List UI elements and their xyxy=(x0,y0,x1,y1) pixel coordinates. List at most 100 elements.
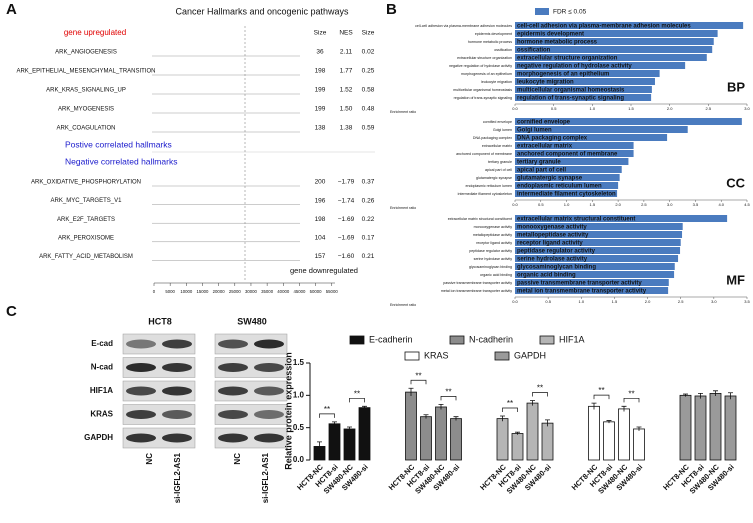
gsea-title: Cancer Hallmarks and oncogenic pathways xyxy=(175,6,349,16)
bar-label: tertiary granule xyxy=(517,160,561,166)
x-tick-label: 45000 xyxy=(293,289,306,294)
lane-label: NC xyxy=(233,453,242,465)
significance-bracket xyxy=(440,396,457,401)
significance-label: ** xyxy=(598,386,604,395)
category-label: receptor ligand activity xyxy=(476,241,512,245)
category-label: peptidase regulator activity xyxy=(469,249,512,253)
category-label: intermediate filament cytoskeleton xyxy=(458,192,512,196)
bar xyxy=(515,46,713,53)
blot-strip xyxy=(122,380,196,402)
x-tick-label: 0.0 xyxy=(512,202,518,207)
bar-label: extracellular matrix xyxy=(517,144,573,150)
table-value: 198 xyxy=(315,216,326,223)
chart-title: MF xyxy=(726,272,745,287)
y-tick-label: 0.5 xyxy=(293,423,305,432)
legend-swatch xyxy=(539,335,555,345)
bar xyxy=(515,215,728,222)
bar xyxy=(541,422,554,461)
column-header: NES xyxy=(339,30,353,37)
blot-strip xyxy=(214,333,288,355)
category-label: ossification xyxy=(494,48,512,52)
x-tick-label: 0 xyxy=(153,289,156,294)
x-tick-label: 4.5 xyxy=(744,202,750,207)
bar xyxy=(515,231,683,238)
bar xyxy=(515,182,619,189)
category-label: leukocyte migration xyxy=(481,80,512,84)
legend-label: FDR ≤ 0.05 xyxy=(553,9,587,16)
table-value: 0.21 xyxy=(362,253,375,260)
category-label: regulation of trans-synaptic signaling xyxy=(454,96,512,100)
bar-label: metallopeptidase activity xyxy=(517,233,589,239)
error-bar xyxy=(636,426,642,431)
bar-label: hormone metabolic process xyxy=(517,40,598,46)
band xyxy=(218,363,248,372)
down-label: gene downregulated xyxy=(290,266,358,275)
band xyxy=(254,363,284,372)
category-label: hormone metabolic process xyxy=(468,40,512,44)
x-tick-label: 0.5 xyxy=(551,106,557,111)
axis-label: Enrichment ratio xyxy=(390,110,416,114)
bar xyxy=(515,70,660,77)
error-bar xyxy=(500,415,505,422)
table-value: 157 xyxy=(315,253,326,260)
band xyxy=(162,410,192,419)
table-value: −1.69 xyxy=(338,235,355,242)
category-label: extracellular matrix xyxy=(482,144,512,148)
band xyxy=(218,410,248,419)
bar-label: endoplasmic reticulum lumen xyxy=(517,184,602,190)
category-label: glutamatergic synapse xyxy=(476,176,512,180)
bar xyxy=(515,38,714,45)
bar xyxy=(515,174,620,181)
bar-label: anchored component of membrane xyxy=(517,152,618,158)
bar-label: regulation of trans-synaptic signaling xyxy=(517,96,624,102)
table-value: 1.50 xyxy=(340,106,353,113)
table-value: 0.17 xyxy=(362,235,375,242)
error-bar xyxy=(332,421,337,426)
error-bar xyxy=(698,392,703,399)
bar-label: monooxygenase activity xyxy=(517,225,587,231)
table-value: 0.26 xyxy=(362,197,375,204)
significance-bracket xyxy=(410,379,427,385)
category-label: extracellular structure organization xyxy=(457,56,512,60)
cell-line-label: HCT8 xyxy=(148,316,172,326)
error-bar xyxy=(606,420,612,424)
lane-label: NC xyxy=(145,453,154,465)
bar xyxy=(515,247,681,254)
legend-swatch xyxy=(449,335,465,345)
bar-label: passive transmembrane transporter activi… xyxy=(517,281,642,287)
table-value: 199 xyxy=(315,106,326,113)
x-tick-label: 0.5 xyxy=(538,202,544,207)
pathway-name: ARK_E2F_TARGETS xyxy=(57,217,115,223)
x-tick-label: 1.5 xyxy=(590,202,596,207)
protein-label: KRAS xyxy=(90,410,113,419)
category-label: passive transmembrane transporter activi… xyxy=(443,281,512,285)
significance-bracket xyxy=(593,394,610,400)
bar-label: negative regulation of hydrolase activit… xyxy=(517,64,632,70)
error-bar xyxy=(515,431,520,435)
error-bar xyxy=(423,414,429,419)
category-label: metal ion transmembrane transporter acti… xyxy=(441,289,512,293)
table-value: 200 xyxy=(315,179,326,186)
x-tick-label: 1.0 xyxy=(564,202,570,207)
error-bar xyxy=(408,387,414,396)
protein-label: N-cad xyxy=(91,363,113,372)
bar-label: extracellular structure organization xyxy=(517,56,618,62)
table-value: 198 xyxy=(315,68,326,75)
band xyxy=(126,433,156,443)
table-value: 0.02 xyxy=(362,49,375,56)
bar xyxy=(515,271,675,278)
pathway-name: ARK_EPITHELIAL_MESENCHYMAL_TRANSITION xyxy=(16,69,155,75)
blot-strip xyxy=(122,404,196,425)
error-bar xyxy=(453,416,459,421)
legend-label: GAPDH xyxy=(514,350,546,360)
x-tick-label: 0.0 xyxy=(512,299,518,304)
x-tick-label: 3.0 xyxy=(744,106,750,111)
bar xyxy=(515,158,629,165)
blot-strip xyxy=(214,380,288,402)
x-tick-label: 2.0 xyxy=(667,106,673,111)
band xyxy=(126,386,156,396)
bar-label: DNA packaging complex xyxy=(517,136,588,142)
significance-bracket xyxy=(532,392,548,397)
bar-label: organic acid binding xyxy=(517,273,576,279)
blot-strip xyxy=(122,357,196,378)
